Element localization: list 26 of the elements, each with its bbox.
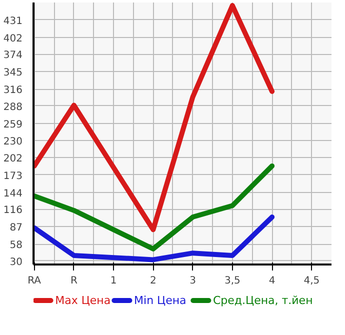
- x-tick-label: R: [70, 276, 78, 286]
- y-tick-label: 259: [3, 119, 23, 130]
- y-tick-label: 374: [3, 50, 23, 62]
- y-tick-label: 402: [3, 33, 23, 44]
- legend-label: Min Цена: [134, 294, 186, 307]
- x-tick-label: 3,5: [224, 276, 240, 286]
- y-tick-label: 316: [3, 85, 23, 96]
- y-tick-label: 202: [3, 154, 23, 165]
- legend-label: Сред.Цена, т.йен: [212, 294, 313, 307]
- y-tick-label: 288: [3, 102, 23, 113]
- y-tick-label: 173: [3, 170, 23, 182]
- y-tick-label: 87: [10, 222, 23, 234]
- y-tick-label: 230: [3, 136, 23, 148]
- y-tick-label: 431: [3, 16, 23, 27]
- legend-label: Max Цена: [55, 294, 111, 307]
- y-tick-label: 30: [10, 256, 23, 268]
- x-tick-label: 2: [150, 276, 156, 286]
- y-tick-label: 58: [10, 240, 23, 252]
- x-tick-label: 4: [268, 276, 276, 286]
- y-tick-label: 345: [3, 68, 23, 79]
- x-tick-label: 1: [110, 276, 117, 286]
- y-tick-label: 144: [3, 188, 23, 200]
- y-tick-label: 116: [3, 205, 23, 216]
- x-tick-label: 3: [190, 276, 196, 286]
- x-tick-label: RA: [28, 276, 42, 286]
- x-tick-label: 4,5: [304, 276, 320, 286]
